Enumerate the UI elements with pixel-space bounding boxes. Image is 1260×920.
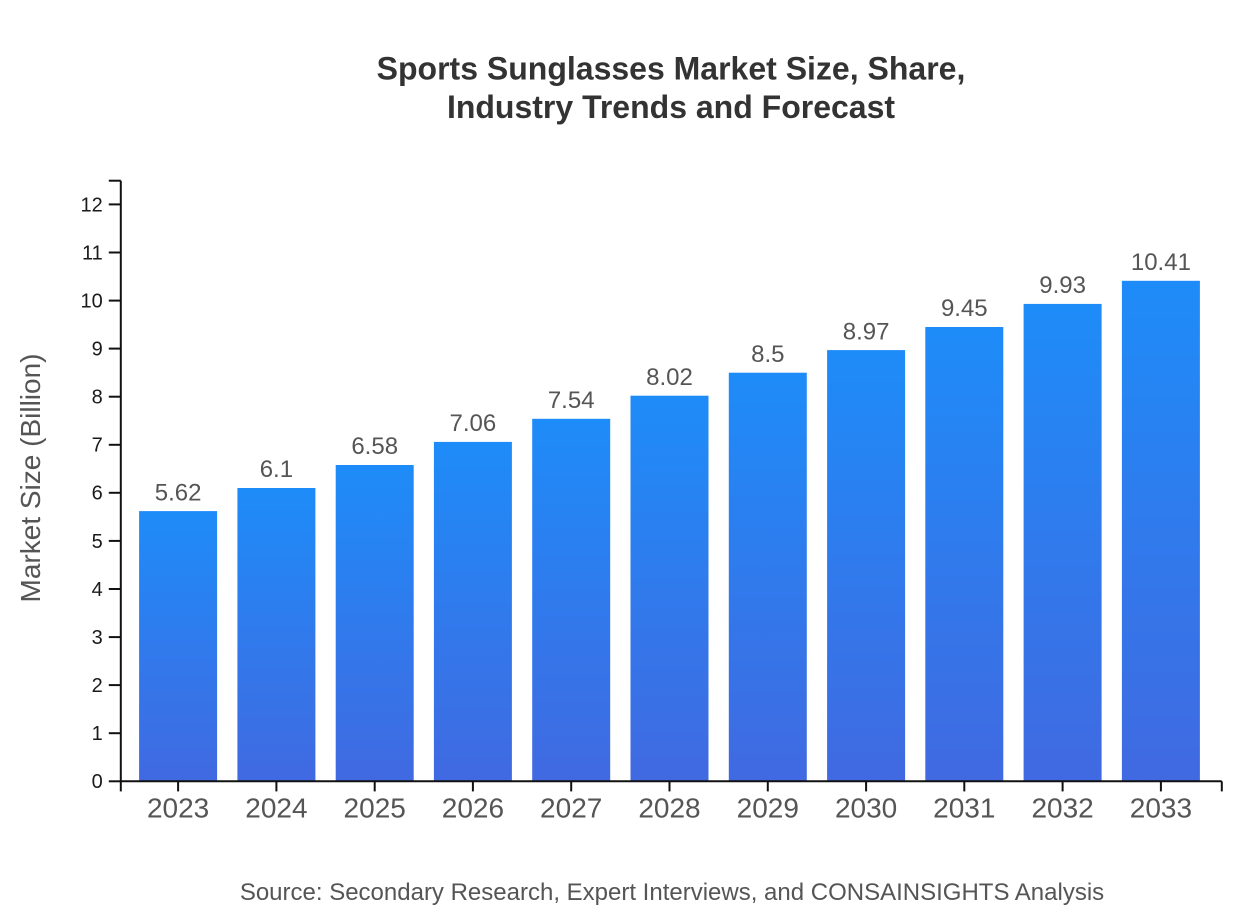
svg-text:6: 6 — [92, 483, 103, 505]
svg-text:2027: 2027 — [540, 793, 602, 824]
svg-text:8.5: 8.5 — [751, 341, 784, 368]
svg-text:4: 4 — [92, 579, 103, 601]
svg-text:Market Size (Billion): Market Size (Billion) — [15, 354, 46, 603]
svg-text:2029: 2029 — [737, 793, 799, 824]
svg-text:6.1: 6.1 — [260, 456, 293, 483]
svg-text:2030: 2030 — [835, 793, 897, 824]
svg-text:8: 8 — [92, 387, 103, 409]
svg-text:2031: 2031 — [933, 793, 995, 824]
svg-text:2028: 2028 — [638, 793, 700, 824]
svg-text:9.45: 9.45 — [941, 295, 988, 322]
svg-text:11: 11 — [82, 242, 103, 264]
svg-text:2024: 2024 — [245, 793, 307, 824]
svg-text:8.97: 8.97 — [843, 318, 890, 345]
svg-text:10: 10 — [81, 290, 103, 312]
svg-text:7: 7 — [92, 435, 103, 457]
svg-text:8.02: 8.02 — [646, 364, 693, 391]
svg-text:Sports Sunglasses Market Size,: Sports Sunglasses Market Size, Share, — [377, 50, 966, 86]
svg-text:6.58: 6.58 — [351, 433, 398, 460]
svg-text:Source: Secondary Research, Ex: Source: Secondary Research, Expert Inter… — [240, 879, 1104, 906]
svg-text:7.54: 7.54 — [548, 387, 595, 414]
svg-text:2023: 2023 — [147, 793, 209, 824]
svg-text:0: 0 — [92, 771, 103, 793]
svg-text:10.41: 10.41 — [1131, 249, 1191, 276]
svg-text:9.93: 9.93 — [1039, 272, 1086, 299]
svg-text:2025: 2025 — [344, 793, 406, 824]
svg-text:7.06: 7.06 — [450, 410, 497, 437]
svg-text:9: 9 — [92, 339, 103, 361]
svg-text:3: 3 — [92, 627, 103, 649]
svg-text:Industry Trends and Forecast: Industry Trends and Forecast — [447, 89, 895, 125]
svg-text:1: 1 — [92, 723, 103, 745]
svg-text:2026: 2026 — [442, 793, 504, 824]
svg-text:5.62: 5.62 — [155, 479, 202, 506]
svg-text:2033: 2033 — [1130, 793, 1192, 824]
svg-text:5: 5 — [92, 531, 103, 553]
svg-text:12: 12 — [81, 194, 103, 216]
svg-text:2: 2 — [92, 675, 103, 697]
svg-text:2032: 2032 — [1031, 793, 1093, 824]
